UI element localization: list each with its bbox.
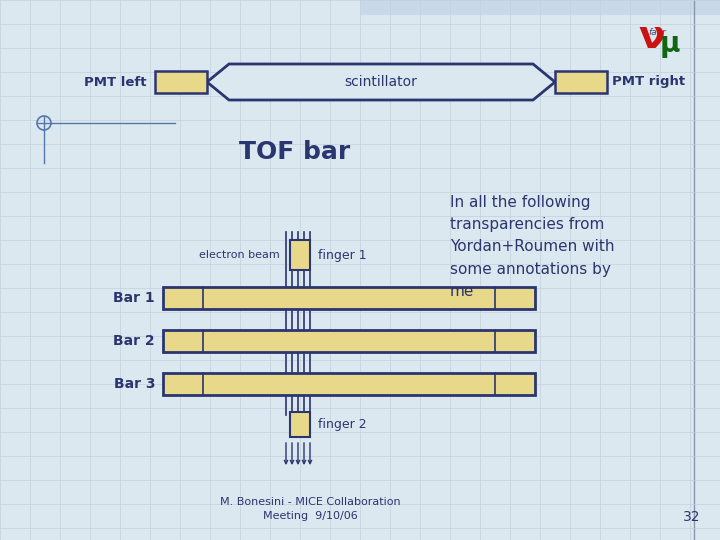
Text: finger 1: finger 1	[318, 248, 366, 261]
Text: PMT right: PMT right	[612, 76, 685, 89]
Bar	[290, 240, 310, 270]
Bar	[290, 412, 310, 437]
Bar	[155, 71, 207, 93]
Bar	[360, 0, 720, 15]
Text: scintillator: scintillator	[345, 75, 418, 89]
Polygon shape	[207, 64, 555, 100]
Text: Meeting  9/10/06: Meeting 9/10/06	[263, 511, 357, 521]
Bar	[163, 287, 535, 309]
Text: finger 2: finger 2	[318, 418, 366, 431]
Text: 32: 32	[683, 510, 700, 524]
Bar	[555, 71, 607, 93]
Text: TOF bar: TOF bar	[239, 140, 351, 164]
Text: In all the following
transparencies from
Yordan+Roumen with
some annotations by
: In all the following transparencies from…	[450, 195, 614, 299]
Bar	[163, 373, 535, 395]
Text: faer: faer	[648, 28, 666, 37]
Text: Bar 3: Bar 3	[114, 377, 155, 391]
Bar	[163, 330, 535, 352]
Text: ν: ν	[638, 18, 665, 56]
Text: Bar 2: Bar 2	[113, 334, 155, 348]
Text: M. Bonesini - MICE Collaboration: M. Bonesini - MICE Collaboration	[220, 497, 400, 507]
Text: PMT left: PMT left	[84, 76, 147, 89]
Text: μ: μ	[660, 30, 680, 58]
Text: electron beam: electron beam	[199, 250, 280, 260]
Text: Bar 1: Bar 1	[113, 291, 155, 305]
